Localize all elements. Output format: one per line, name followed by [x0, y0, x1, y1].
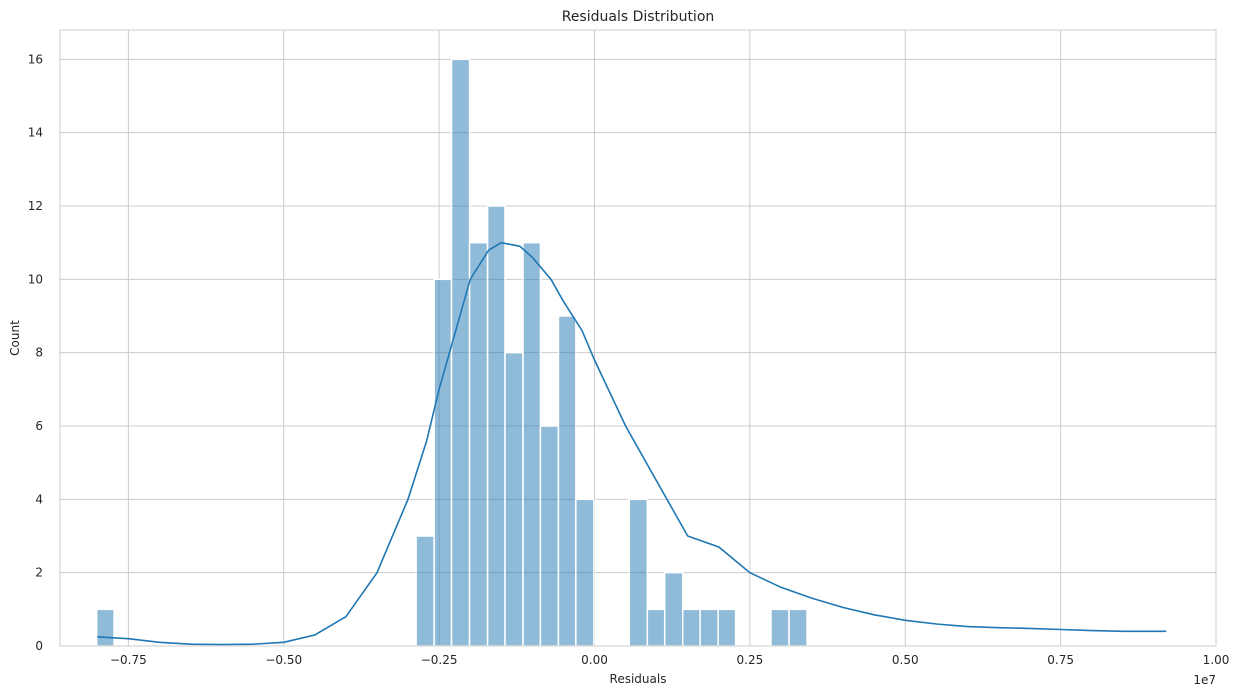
x-tick-label: 0.00 — [581, 653, 608, 667]
x-tick-labels: −0.75 −0.50 −0.25 0.00 0.25 0.50 0.75 1.00 — [110, 653, 1229, 667]
x-axis-offset-label: 1e7 — [1193, 673, 1216, 687]
x-tick-label: 0.25 — [737, 653, 764, 667]
histogram-bar — [628, 498, 649, 647]
y-gridlines — [60, 58, 1216, 647]
histogram-bar — [486, 205, 506, 647]
histogram-bar — [663, 571, 684, 647]
y-tick-label: 0 — [35, 639, 43, 653]
x-tick-label: −0.25 — [421, 653, 458, 667]
kde-curve — [97, 241, 1167, 646]
histogram-bar — [770, 608, 790, 647]
x-tick-label: 0.75 — [1047, 653, 1074, 667]
x-tick-label: −0.50 — [265, 653, 302, 667]
histogram-bar — [468, 241, 489, 647]
y-tick-label: 16 — [28, 52, 43, 66]
y-tick-labels: 0 2 4 6 8 10 12 14 16 — [28, 52, 43, 653]
histogram-bar — [415, 535, 435, 647]
histogram-bar — [699, 608, 719, 647]
y-tick-label: 4 — [35, 492, 43, 506]
histogram-bar — [522, 241, 542, 647]
histogram-bar — [681, 608, 701, 647]
y-tick-label: 10 — [28, 272, 43, 286]
plot-frame — [59, 29, 1217, 647]
histogram-bar — [450, 58, 471, 647]
histogram-bar — [539, 425, 560, 647]
histogram-bar — [788, 608, 808, 647]
histogram-bar — [646, 608, 666, 647]
y-axis-label: Count — [8, 320, 22, 356]
x-gridlines — [127, 30, 1217, 646]
histogram-bar — [717, 608, 737, 647]
histogram-bar — [557, 315, 577, 647]
x-tick-label: 0.50 — [892, 653, 919, 667]
x-axis-label: Residuals — [610, 672, 667, 686]
x-tick-label: −0.75 — [110, 653, 147, 667]
x-tick-label: 1.00 — [1203, 653, 1230, 667]
histogram-bar — [504, 351, 524, 647]
y-tick-label: 2 — [35, 566, 43, 580]
y-tick-label: 14 — [28, 126, 43, 140]
histogram-bar — [433, 278, 453, 647]
y-tick-label: 8 — [35, 346, 43, 360]
histogram-bar — [575, 498, 595, 647]
y-tick-label: 6 — [35, 419, 43, 433]
y-tick-label: 12 — [28, 199, 43, 213]
histogram-bar — [95, 608, 115, 647]
chart-title: Residuals Distribution — [562, 9, 715, 25]
